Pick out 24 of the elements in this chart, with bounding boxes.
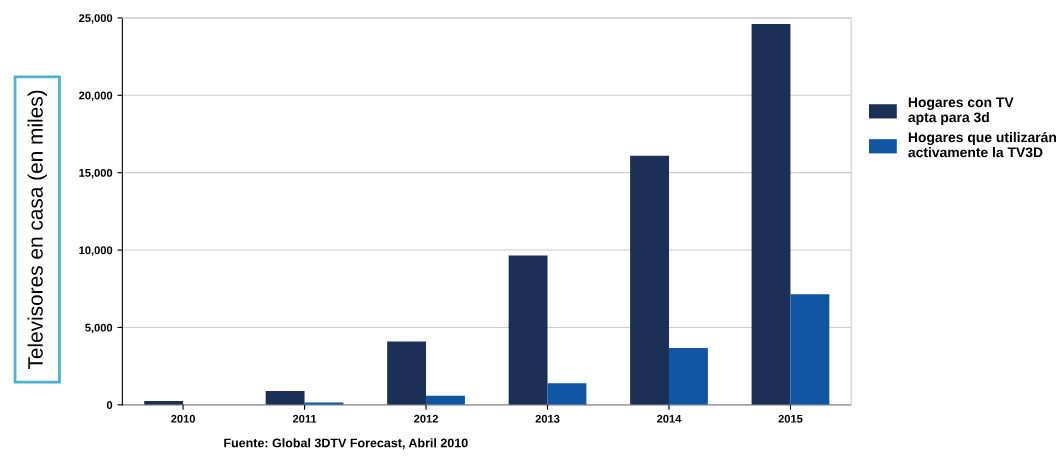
- y-tick-label: 20,000: [79, 91, 113, 102]
- y-tick-label: 0: [106, 401, 113, 409]
- bar: [508, 255, 548, 405]
- x-tick-label: 2015: [778, 414, 803, 423]
- bar: [265, 390, 305, 405]
- y-tick-label: 5,000: [85, 323, 113, 334]
- y-axis-title: Televisores en casa (en miles): [27, 90, 47, 370]
- x-tick-label: 2014: [657, 414, 682, 423]
- x-tick-label: 2012: [414, 414, 438, 423]
- bar: [790, 294, 830, 405]
- y-tick-label: 25,000: [79, 14, 113, 24]
- bar: [668, 348, 708, 405]
- x-tick-label: 2011: [292, 414, 317, 423]
- legend-label: Hogares con TV apta para 3d: [908, 97, 1014, 125]
- legend-label: Hogares que utilizarán activamente la TV3D: [908, 131, 1056, 158]
- x-tick-label: 2013: [535, 414, 560, 423]
- source-note: Fuente: Global 3DTV Forecast, Abril 2010: [224, 438, 468, 450]
- bar: [387, 341, 427, 405]
- y-tick-label: 10,000: [79, 246, 113, 256]
- y-tick-label: 15,000: [79, 168, 113, 179]
- bar: [751, 24, 791, 405]
- bar: [547, 383, 587, 405]
- bar: [630, 155, 669, 405]
- x-tick-label: 2010: [171, 414, 195, 423]
